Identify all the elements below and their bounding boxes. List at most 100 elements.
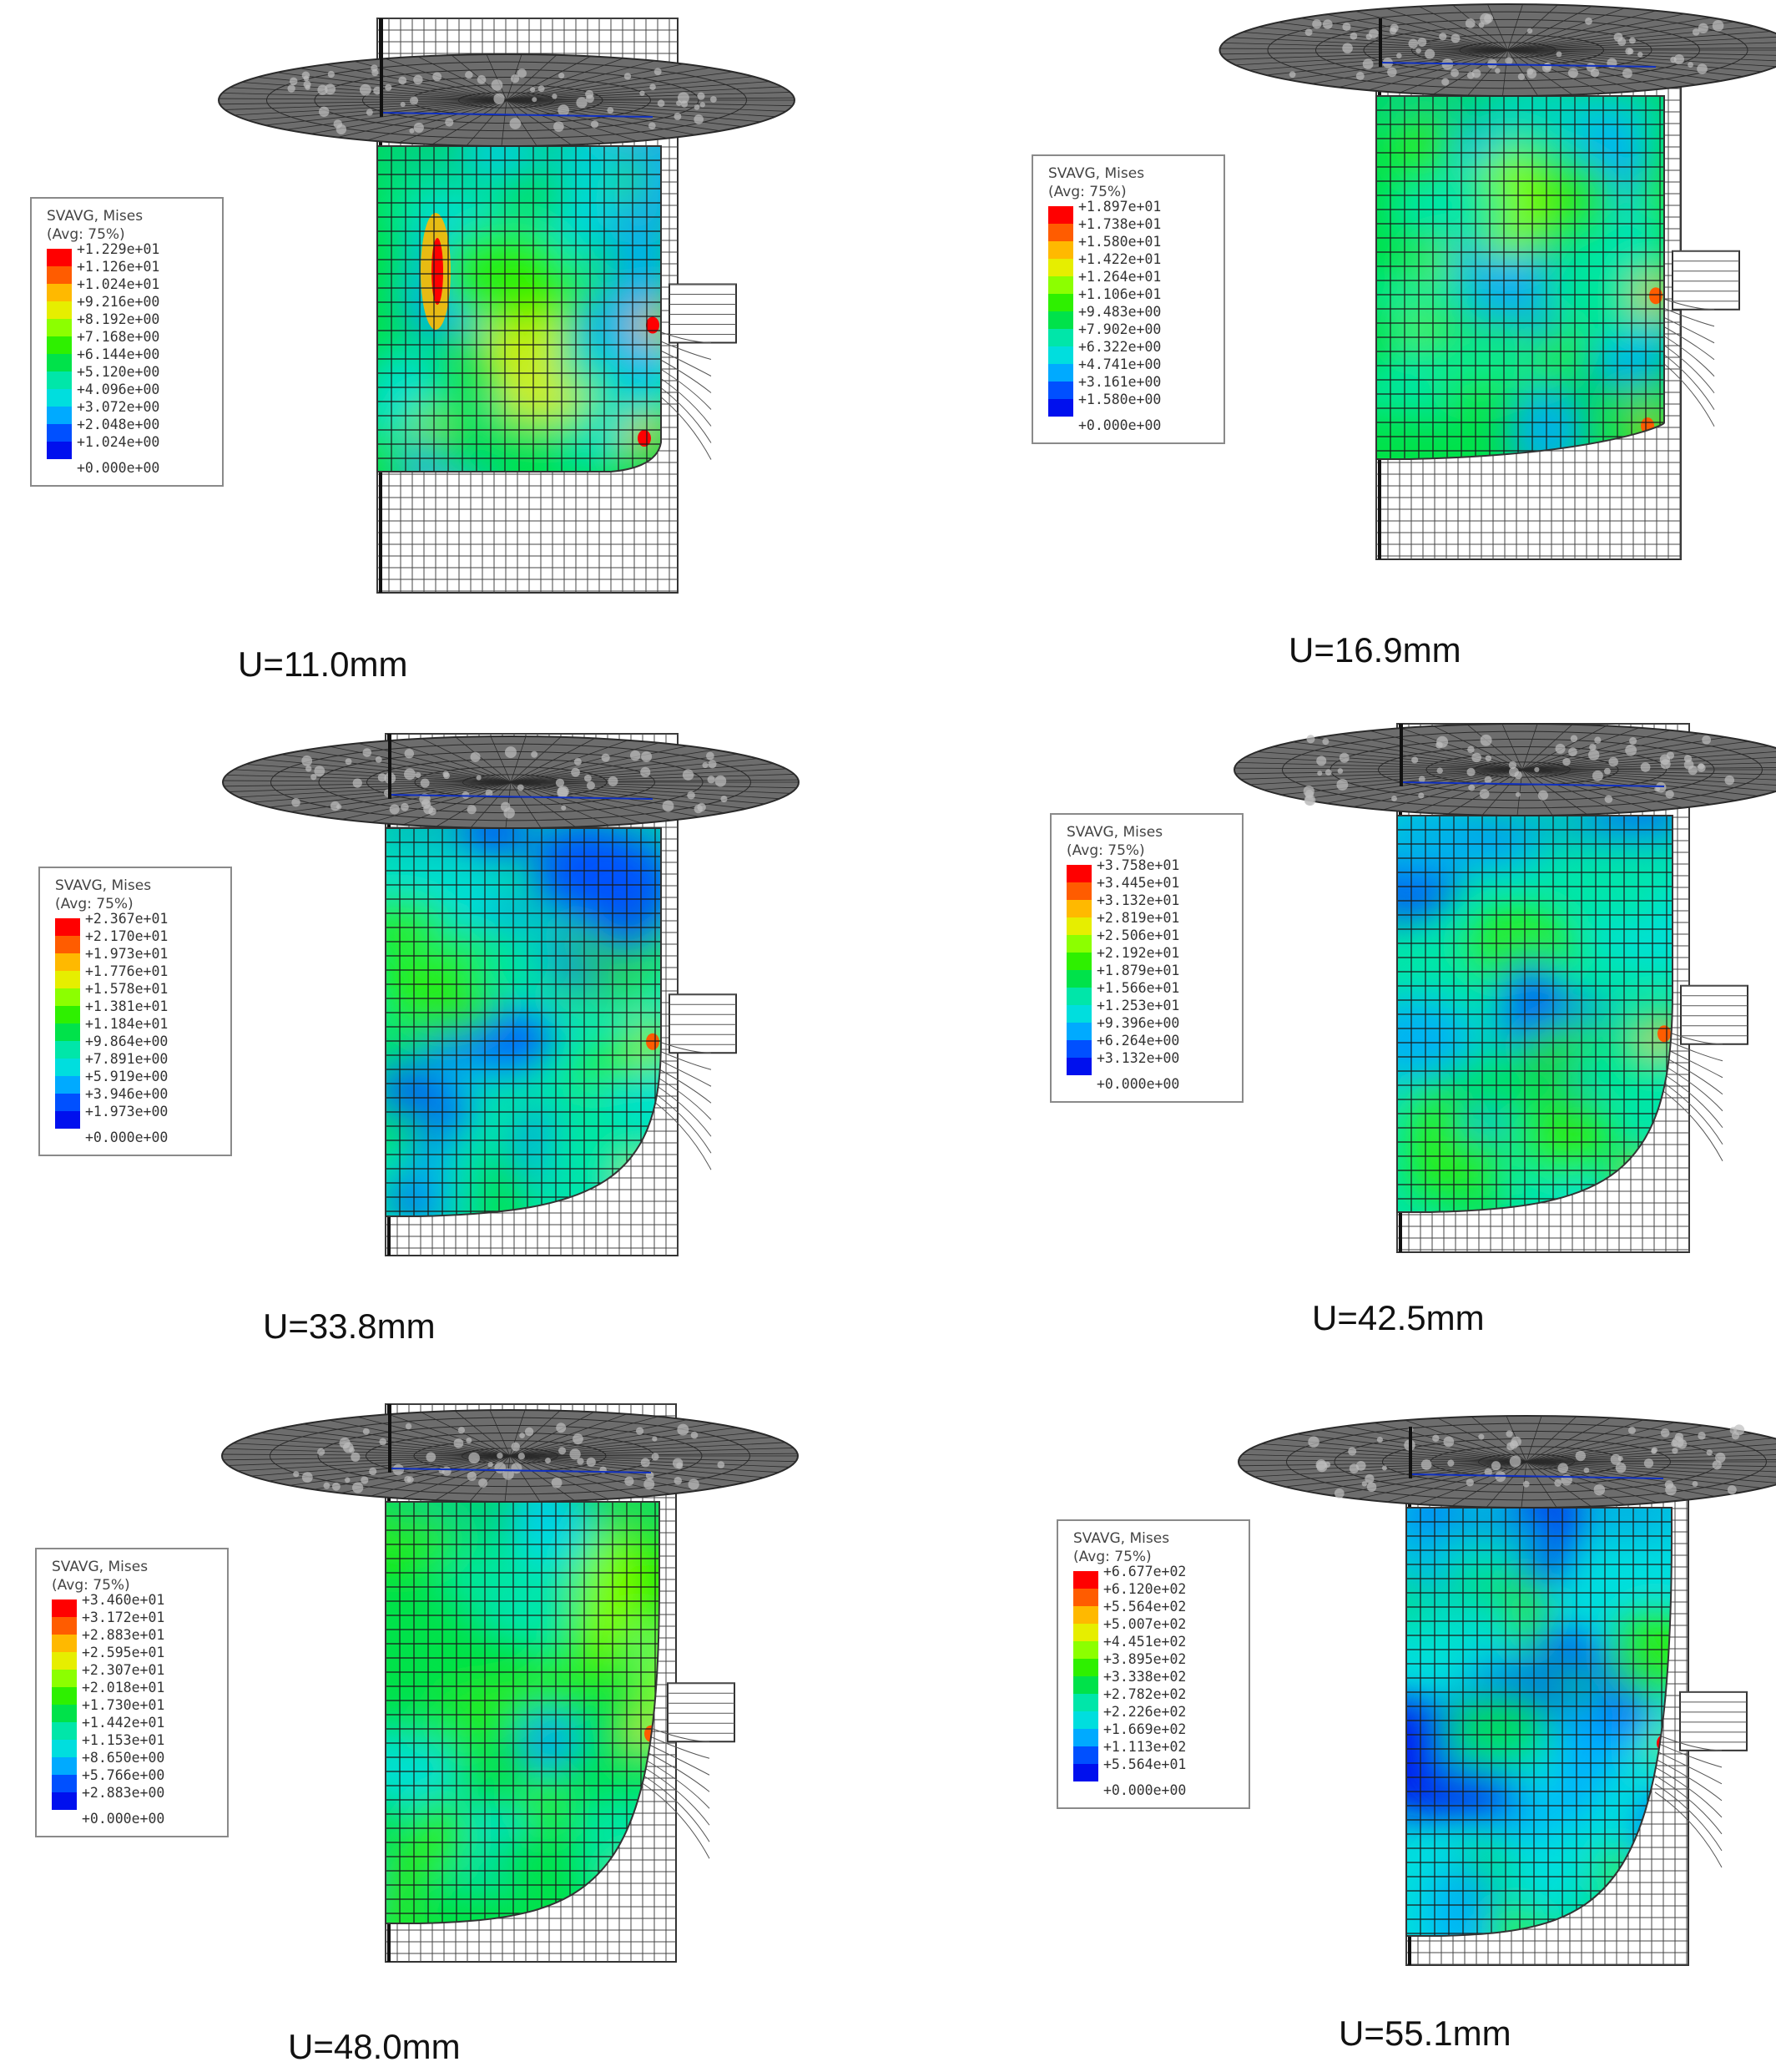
legend-row: +7.902e+00: [1048, 321, 1215, 346]
displacement-caption: U=55.1mm: [1339, 2014, 1511, 2053]
legend-swatch: [1048, 241, 1073, 259]
legend-value: +4.451e+02: [1103, 1634, 1187, 1650]
legend-row: +8.192e+00: [47, 311, 214, 336]
legend-row: +2.883e+01: [52, 1627, 219, 1652]
legend-row: +0.000e+00: [1048, 417, 1215, 434]
legend-value: +2.883e+01: [82, 1627, 165, 1643]
legend-averaging: (Avg: 75%): [1067, 842, 1145, 859]
legend-value: +4.741e+00: [1078, 356, 1162, 372]
legend-value: +8.650e+00: [82, 1750, 165, 1766]
legend-row: +1.776e+01: [55, 963, 222, 988]
legend-value: +8.192e+00: [77, 311, 160, 327]
legend-value: +4.096e+00: [77, 382, 160, 397]
legend-row: +6.677e+02: [1073, 1564, 1240, 1589]
legend-row: +2.170e+01: [55, 928, 222, 953]
legend-value: +1.669e+02: [1103, 1721, 1187, 1737]
legend-title: SVAVG, Mises: [1048, 165, 1145, 182]
legend-swatch: [55, 918, 80, 936]
legend-row: +3.445e+01: [1067, 875, 1234, 900]
legend-value: +3.460e+01: [82, 1592, 165, 1608]
legend-value: +1.580e+01: [1078, 234, 1162, 250]
legend-row: +2.819e+01: [1067, 910, 1234, 935]
legend-swatch: [52, 1705, 77, 1722]
legend-swatch: [47, 371, 72, 389]
legend-row: +6.322e+00: [1048, 339, 1215, 364]
legend-row: +6.120e+02: [1073, 1581, 1240, 1606]
legend-row: +1.024e+01: [47, 276, 214, 301]
legend-swatch: [1067, 1075, 1092, 1093]
legend-row: +1.442e+01: [52, 1715, 219, 1740]
legend-value: +2.506e+01: [1097, 927, 1180, 943]
legend-value: +1.253e+01: [1097, 998, 1180, 1013]
fea-mesh-plot: [218, 18, 795, 594]
legend-swatch: [47, 459, 72, 477]
legend-row: +4.096e+00: [47, 382, 214, 407]
legend-value: +7.902e+00: [1078, 321, 1162, 337]
legend-row: +2.226e+02: [1073, 1704, 1240, 1729]
legend-row: +6.144e+00: [47, 346, 214, 371]
legend-value: +1.126e+01: [77, 259, 160, 275]
legend-row: +0.000e+00: [55, 1129, 222, 1146]
legend-swatch: [47, 442, 72, 459]
legend-swatch: [55, 1006, 80, 1023]
legend-swatch: [1067, 935, 1092, 953]
displacement-caption: U=42.5mm: [1312, 1298, 1485, 1337]
legend-swatch: [1073, 1641, 1098, 1659]
legend-value: +1.113e+02: [1103, 1739, 1187, 1755]
legend-row: +1.669e+02: [1073, 1721, 1240, 1746]
legend-value: +0.000e+00: [1103, 1782, 1187, 1798]
legend-row: +1.184e+01: [55, 1016, 222, 1041]
legend-row: +2.883e+00: [52, 1785, 219, 1810]
legend-row: +4.741e+00: [1048, 356, 1215, 382]
legend-value: +1.442e+01: [82, 1715, 165, 1731]
fea-mesh-plot: [221, 1403, 799, 1963]
legend-value: +2.367e+01: [85, 911, 169, 927]
contour-panel: SVAVG, Mises (Avg: 75%) +3.460e+01 +3.172e+…: [0, 1381, 888, 2071]
legend-swatch: [1073, 1676, 1098, 1694]
legend-swatch: [52, 1617, 77, 1635]
legend-swatch: [1048, 382, 1073, 399]
legend-swatch: [1073, 1711, 1098, 1729]
fea-mesh-plot: [1218, 3, 1776, 560]
legend-row: +3.338e+02: [1073, 1669, 1240, 1694]
legend-row: +1.106e+01: [1048, 286, 1215, 311]
legend-row: +0.000e+00: [47, 459, 214, 477]
contour-plate: [1397, 816, 1673, 1212]
legend-value: +1.973e+01: [85, 946, 169, 962]
legend-row: +0.000e+00: [1067, 1075, 1234, 1093]
legend-swatch: [1067, 1023, 1092, 1040]
legend-row: +5.766e+00: [52, 1767, 219, 1792]
legend-row: +1.973e+00: [55, 1104, 222, 1129]
legend-value: +9.864e+00: [85, 1033, 169, 1049]
legend-swatch: [55, 1076, 80, 1094]
legend-value: +1.897e+01: [1078, 199, 1162, 215]
legend-row: +1.024e+00: [47, 434, 214, 459]
legend-swatch: [52, 1670, 77, 1687]
legend-row: +1.578e+01: [55, 981, 222, 1006]
legend-value: +3.338e+02: [1103, 1669, 1187, 1685]
legend-swatch: [1067, 988, 1092, 1005]
legend-value: +1.738e+01: [1078, 216, 1162, 232]
legend-swatch: [1048, 294, 1073, 311]
legend-swatch: [1073, 1606, 1098, 1624]
legend-swatch: [47, 336, 72, 354]
legend-swatch: [1067, 882, 1092, 900]
legend-swatch: [55, 988, 80, 1006]
legend-value: +3.072e+00: [77, 399, 160, 415]
legend-swatch: [1048, 259, 1073, 276]
legend-row: +8.650e+00: [52, 1750, 219, 1775]
legend-swatch: [55, 1111, 80, 1129]
rigid-disk-mesh: [1218, 3, 1776, 97]
legend-swatch: [1048, 417, 1073, 434]
legend-value: +1.264e+01: [1078, 269, 1162, 285]
legend-row: +7.168e+00: [47, 329, 214, 354]
legend-swatch: [55, 1041, 80, 1059]
legend-swatch: [47, 354, 72, 371]
legend-row: +1.264e+01: [1048, 269, 1215, 294]
legend-value: +2.226e+02: [1103, 1704, 1187, 1720]
contour-plate: [386, 828, 661, 1216]
legend-row: +3.758e+01: [1067, 857, 1234, 882]
legend-swatch: [1067, 900, 1092, 917]
legend-title: SVAVG, Mises: [47, 208, 144, 225]
legend-averaging: (Avg: 75%): [1073, 1549, 1152, 1565]
